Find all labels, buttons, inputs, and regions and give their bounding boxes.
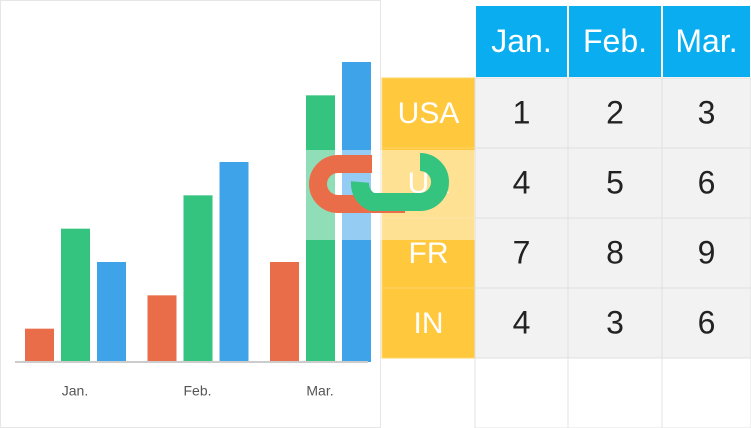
header-cell [567, 4, 663, 79]
data-cell [567, 147, 663, 219]
data-cell [661, 147, 751, 219]
bar [270, 262, 299, 362]
header-label: Jan. [491, 23, 551, 59]
data-cell [661, 77, 751, 149]
empty-cell [567, 357, 663, 428]
link-orange [309, 155, 405, 213]
data-cell [474, 77, 569, 149]
cell-value: 4 [513, 164, 531, 200]
row-header-label: USA [398, 97, 460, 130]
x-tick-label: Feb. [183, 383, 211, 399]
cell-value: 6 [698, 164, 716, 200]
bar [25, 328, 54, 362]
header-label: Mar. [675, 23, 737, 59]
cell-value: 6 [698, 304, 716, 340]
empty-cell [474, 357, 569, 428]
data-cell [661, 217, 751, 289]
row-header-label: FR [409, 237, 449, 270]
cell-value: 9 [698, 234, 716, 270]
row-header-cell [381, 287, 476, 359]
data-cell [567, 287, 663, 359]
cell-value: 8 [606, 234, 624, 270]
header-cell [474, 4, 569, 79]
bar [306, 95, 335, 362]
data-cell [474, 147, 569, 219]
cell-value: 2 [606, 94, 624, 130]
link-green [350, 153, 449, 211]
cell-value: 3 [606, 304, 624, 340]
bar [183, 195, 213, 362]
data-cell [661, 287, 751, 359]
header-label: Feb. [583, 23, 647, 59]
cell-value: 3 [698, 94, 716, 130]
chart: Jan. Feb. Mar. [15, 62, 371, 399]
x-tick-label: Mar. [306, 383, 333, 399]
row-header-cell [381, 217, 476, 289]
bar [97, 262, 126, 362]
empty-cell [661, 357, 751, 428]
cell-value: 7 [513, 234, 531, 270]
data-cell [567, 217, 663, 289]
bar [219, 162, 249, 362]
bar [147, 295, 177, 362]
cell-value: 5 [606, 164, 624, 200]
table: Jan. Feb. Mar.USA 1 2 3UK 4 5 6FR 7 8 9IN 4 3 6 [381, 4, 751, 428]
cell-value: 1 [513, 94, 531, 130]
header-cell [661, 4, 751, 79]
row-header-cell [381, 77, 476, 149]
link-icon [309, 153, 449, 213]
x-tick-label: Jan. [62, 383, 88, 399]
cell-value: 4 [513, 304, 531, 340]
bar [61, 228, 90, 362]
row-header-label: IN [414, 307, 444, 340]
